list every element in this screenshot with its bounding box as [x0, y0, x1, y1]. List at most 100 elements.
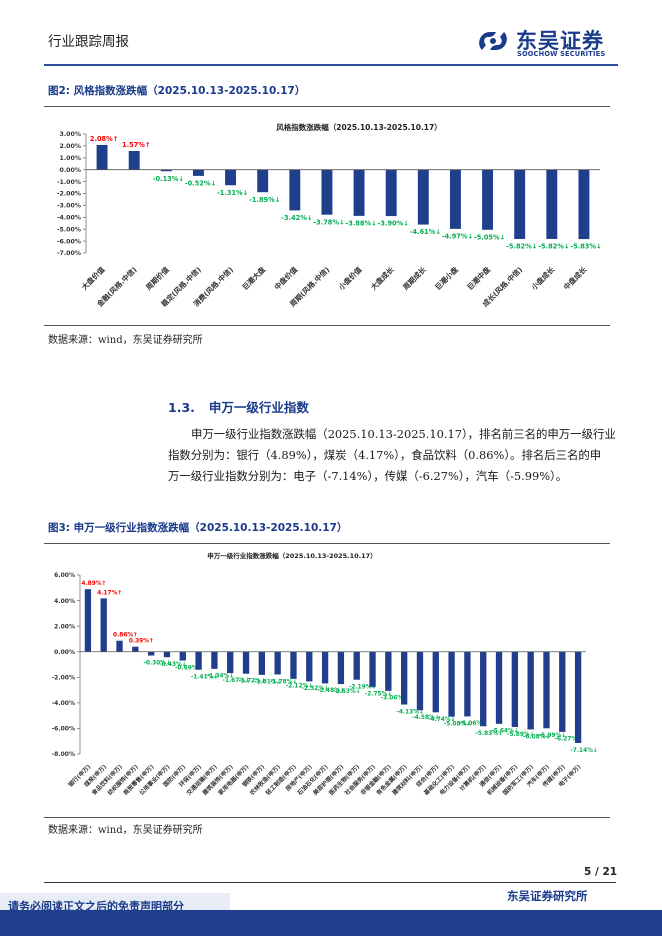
- bar: [242, 651, 250, 674]
- data-label: -1.89%↓: [249, 196, 280, 204]
- data-label: -5.82%↓: [538, 243, 569, 251]
- data-label: -2.75%↓: [365, 691, 392, 698]
- soochow-logo-icon: [479, 32, 507, 50]
- y-tick-label: -8.00%: [52, 751, 75, 758]
- data-label: -4.74%↓: [428, 716, 455, 723]
- figure3-source: 数据来源：wind，东吴证券研究所: [48, 825, 203, 836]
- data-label: -5.89%↓: [507, 731, 534, 738]
- data-label: -6.08%↓: [523, 733, 550, 740]
- data-label: -0.52%↓: [185, 179, 216, 187]
- bar: [289, 169, 301, 211]
- paragraph-line: 指数分别为：银行（4.89%），煤炭（4.17%），食品饮料（0.86%）。排名…: [168, 448, 602, 462]
- bar: [147, 651, 155, 656]
- data-label: -0.43%↓: [159, 661, 186, 668]
- data-label: -0.13%↓: [153, 175, 184, 183]
- bar: [321, 651, 329, 684]
- data-label: -5.99%↓: [539, 732, 566, 739]
- y-tick-label: -5.00%: [57, 226, 81, 233]
- figure3-caption: 图3: 申万一级行业指数涨跌幅（2025.10.13-2025.10.17）: [48, 522, 348, 534]
- bar: [227, 651, 234, 674]
- y-tick-label: -6.00%: [57, 238, 81, 245]
- figure2-top-rule: [44, 106, 610, 107]
- data-label: 4.89%↑: [81, 580, 106, 587]
- data-label: 1.57%↑: [122, 141, 150, 149]
- y-tick-label: 4.00%: [54, 598, 75, 605]
- bar: [417, 169, 429, 225]
- category-label: 周期成长: [401, 264, 428, 291]
- footer-org: 东吴证券研究所: [507, 889, 588, 903]
- data-label: -1.81%↓: [254, 679, 281, 686]
- y-tick-label: -2.00%: [52, 674, 75, 681]
- bar: [546, 169, 558, 239]
- header-divider: [44, 64, 618, 66]
- report-type: 行业跟踪周报: [48, 34, 129, 50]
- category-label: 小盘成长: [529, 264, 557, 292]
- data-label: 4.17%↑: [97, 589, 122, 596]
- y-tick-label: -7.00%: [57, 250, 81, 257]
- figure2-caption: 图2: 风格指数涨跌幅（2025.10.13-2025.10.17）: [48, 85, 306, 97]
- data-label: -1.41%↓: [191, 674, 218, 681]
- bar: [432, 651, 439, 713]
- page-number: 5 / 21: [584, 866, 618, 878]
- y-tick-label: 0.00%: [60, 167, 81, 174]
- data-label: 2.08%↑: [90, 135, 118, 143]
- bar: [353, 651, 360, 680]
- bar: [448, 651, 455, 717]
- bar: [179, 651, 186, 661]
- bar: [385, 169, 397, 217]
- data-label: 0.39%↑: [129, 638, 154, 645]
- disclaimer-text: 请务必阅读正文之后的免责声明部分: [8, 900, 184, 913]
- section-title: 申万一级行业指数: [208, 400, 309, 415]
- chart-title: 申万一级行业指数涨跌幅（2025.10.13-2025.10.17）: [207, 551, 376, 560]
- data-label: 0.86%↑: [113, 632, 138, 639]
- data-label: -1.34%↓: [207, 673, 234, 680]
- data-label: -3.78%↓: [313, 218, 344, 226]
- bar: [290, 651, 297, 679]
- logo-english-name: SOOCHOW SECURITIES: [517, 50, 606, 58]
- footer-band: [0, 910, 662, 936]
- y-tick-label: -4.00%: [52, 700, 75, 707]
- y-tick-label: 6.00%: [54, 572, 75, 579]
- bar: [163, 651, 171, 658]
- bar: [574, 651, 582, 744]
- bar: [559, 651, 566, 732]
- y-tick-label: 2.00%: [60, 143, 81, 150]
- style-index-bar-chart: 风格指数涨跌幅（2025.10.13-2025.10.17） 3.00% 2.00%…: [57, 122, 602, 309]
- y-tick-label: 1.00%: [60, 155, 81, 162]
- bar: [258, 651, 266, 675]
- data-label: -5.05%↓: [474, 233, 505, 241]
- bar: [84, 589, 92, 652]
- data-label: -4.97%↓: [442, 232, 473, 240]
- data-label: -1.72%↓: [238, 678, 265, 685]
- bar: [482, 169, 494, 230]
- bar: [100, 598, 107, 652]
- y-tick-label: 3.00%: [60, 131, 81, 138]
- data-label: -2.48%↓: [317, 687, 344, 694]
- data-label: -7.14%↓: [570, 747, 597, 754]
- bar: [480, 651, 487, 727]
- bar: [369, 651, 376, 687]
- data-label: -3.88%↓: [345, 219, 376, 227]
- paragraph-line: 万一级行业指数分别为：电子（-7.14%），传媒（-6.27%），汽车（-5.9…: [168, 469, 568, 483]
- section-heading: 1.3. 申万一级行业指数: [168, 397, 309, 416]
- data-label: -3.42%↓: [281, 214, 312, 222]
- chart-title: 风格指数涨跌幅（2025.10.13-2025.10.17）: [276, 122, 442, 132]
- bar: [225, 169, 237, 186]
- y-tick-label: -3.00%: [57, 203, 81, 210]
- data-label: -4.58%↓: [412, 714, 439, 721]
- bar: [132, 646, 139, 652]
- data-label: -5.83%↓: [570, 243, 601, 251]
- y-tick-label: -1.00%: [57, 179, 81, 186]
- category-label: 中盘价值: [273, 264, 300, 291]
- data-label: -5.82%↓: [506, 243, 537, 251]
- data-label: -5.06%↓: [460, 720, 487, 727]
- company-logo: 东吴证券 SOOCHOW SECURITIES: [474, 24, 616, 60]
- data-label: -4.61%↓: [410, 228, 441, 236]
- y-tick-label: -4.00%: [57, 215, 81, 222]
- bar: [96, 144, 108, 170]
- bar: [353, 169, 365, 216]
- data-label: -2.19%↓: [349, 684, 376, 691]
- y-tick-label: 0.00%: [54, 649, 75, 656]
- bar: [306, 651, 313, 682]
- y-tick-label: -2.00%: [57, 191, 81, 198]
